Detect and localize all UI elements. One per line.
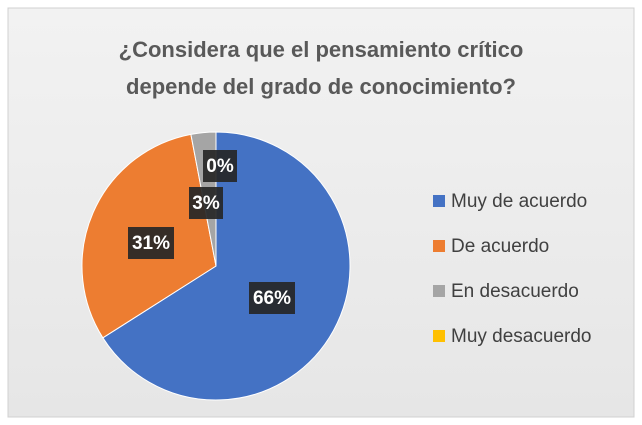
data-label-box <box>128 227 174 259</box>
legend-label: En desacuerdo <box>451 281 579 302</box>
chart-title: ¿Considera que el pensamiento crítico <box>119 37 524 62</box>
data-label: 3% <box>192 193 220 214</box>
legend-swatch <box>433 285 445 297</box>
legend-swatch <box>433 195 445 207</box>
data-label: 66% <box>253 288 291 309</box>
data-label: 0% <box>206 156 234 177</box>
legend-swatch <box>433 330 445 342</box>
legend-label: Muy desacuerdo <box>451 326 591 347</box>
data-label-box <box>189 187 223 219</box>
legend-label: Muy de acuerdo <box>451 191 587 212</box>
legend-label: De acuerdo <box>451 236 549 257</box>
data-label-box <box>249 282 295 314</box>
data-label: 31% <box>132 233 170 254</box>
pie-slice <box>102 131 351 401</box>
legend-swatch <box>433 240 445 252</box>
data-label-box <box>203 150 237 182</box>
chart-title: depende del grado de conocimiento? <box>126 74 516 99</box>
